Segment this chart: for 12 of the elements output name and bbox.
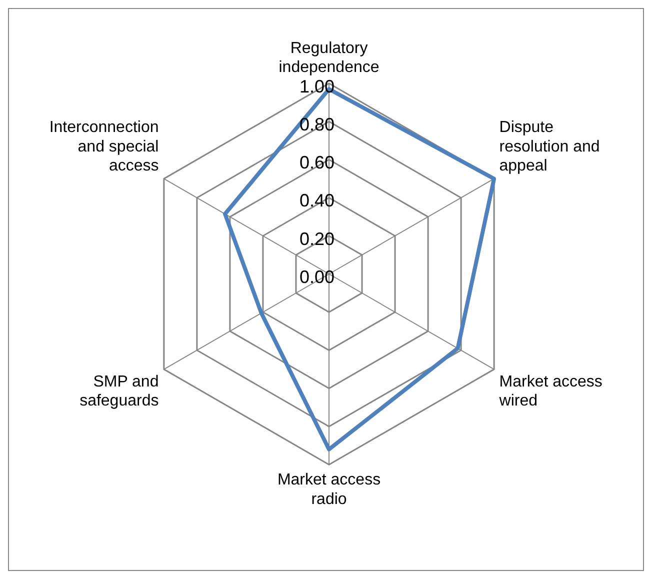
y-tick-label: 0.40 bbox=[299, 190, 335, 211]
spoke-label: Market access wired bbox=[498, 373, 602, 410]
spoke-label: Dispute resolution and appeal bbox=[499, 119, 600, 175]
spoke-label: SMP and safeguards bbox=[80, 373, 159, 410]
spoke-label: Market access radio bbox=[277, 472, 381, 508]
y-tick-label: 0.00 bbox=[299, 266, 335, 287]
spoke-label: Interconnection and special access bbox=[49, 119, 159, 175]
y-tick-label: 1.00 bbox=[299, 76, 335, 96]
spoke-label: Regulatory independence bbox=[278, 40, 380, 76]
y-tick-label: 0.60 bbox=[299, 152, 335, 173]
y-tick-label: 0.80 bbox=[299, 114, 335, 134]
y-tick-label: 0.20 bbox=[299, 228, 335, 249]
